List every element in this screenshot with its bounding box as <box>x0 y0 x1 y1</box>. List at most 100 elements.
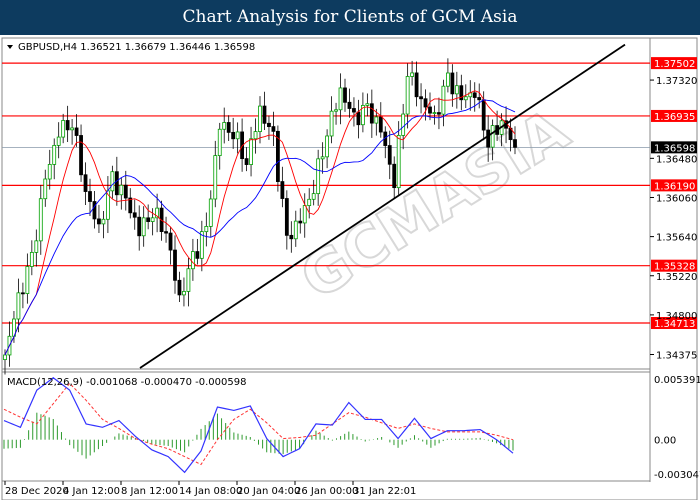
candle-body <box>173 249 177 281</box>
candle-body <box>405 76 410 115</box>
candle-body <box>110 171 115 192</box>
candle-body <box>132 212 137 218</box>
candle-body <box>307 198 312 206</box>
candle-body <box>410 72 415 77</box>
candle-body <box>401 113 406 136</box>
x-tick-label: 28 Dec 2020 <box>5 486 69 497</box>
candle-body <box>414 72 419 98</box>
candle-body <box>463 96 468 101</box>
y-tick-label: 1.35220 <box>656 272 697 283</box>
candle-body <box>293 220 298 240</box>
x-tick-label: 26 Jan 00:00 <box>295 486 358 497</box>
candle-body <box>65 120 70 131</box>
candle-body <box>79 135 83 176</box>
level-label-bg <box>651 109 697 122</box>
trendline <box>139 43 626 369</box>
y-tick-label: 1.35640 <box>656 233 697 244</box>
candle-body <box>182 291 186 296</box>
candle-body <box>437 112 441 115</box>
candle-body <box>347 101 352 109</box>
level-label: 1.36935 <box>654 112 695 123</box>
candle-body <box>25 266 30 294</box>
macd-y-tick-label: 0.005391 <box>654 375 700 386</box>
current-price-bg <box>651 141 697 154</box>
candle-body <box>302 205 307 224</box>
y-tick-label: 1.34375 <box>656 350 697 361</box>
candle-body <box>155 207 160 219</box>
candle-body <box>320 156 325 160</box>
candle-body <box>352 108 356 113</box>
candle-body <box>271 126 276 132</box>
candle-body <box>150 217 155 222</box>
candle-body <box>284 198 289 236</box>
candle-body <box>231 131 236 140</box>
candle-body <box>253 131 258 140</box>
candle-body <box>52 144 57 165</box>
candle-body <box>356 111 361 126</box>
candle-body <box>365 103 370 106</box>
candle-body <box>56 136 61 146</box>
candle-body <box>419 96 423 100</box>
x-tick-label: 8 Jan 12:00 <box>121 486 178 497</box>
candle-body <box>450 72 455 95</box>
candle-body <box>141 217 146 237</box>
candle-body <box>128 197 133 214</box>
candle-body <box>387 145 392 165</box>
candle-body <box>222 122 227 130</box>
candle-body <box>190 251 195 270</box>
candle-body <box>43 178 48 200</box>
candle-body <box>195 251 200 259</box>
macd-y-tick-label: -0.003047 <box>654 470 700 481</box>
macd-main-line <box>3 377 514 474</box>
candle-body <box>34 240 39 253</box>
candle-body <box>114 171 119 196</box>
candle-body <box>486 129 491 148</box>
ma-fast-line <box>4 90 516 356</box>
x-tick-label: 4 Jan 12:00 <box>63 486 120 497</box>
candle-body <box>119 184 124 196</box>
candle-body <box>137 216 142 237</box>
candle-body <box>343 87 347 103</box>
y-tick-label: 1.37320 <box>656 76 697 87</box>
candle-body <box>423 98 428 108</box>
candle-body <box>289 234 294 240</box>
level-label-bg <box>651 57 697 70</box>
y-tick-label: 1.36480 <box>656 154 697 165</box>
y-tick-label: 1.34800 <box>656 311 697 322</box>
candle-body <box>177 279 182 296</box>
candle-body <box>226 122 231 133</box>
level-label: 1.37502 <box>654 59 695 70</box>
candle-body <box>123 184 128 199</box>
candle-body <box>369 103 374 124</box>
candle-body <box>199 231 204 259</box>
candle-body <box>29 252 34 267</box>
candle-body <box>360 105 365 126</box>
level-label-bg <box>651 259 697 272</box>
candle-body <box>338 87 343 111</box>
candle-body <box>481 99 486 131</box>
candle-body <box>217 128 222 156</box>
x-tick-label: 20 Jan 04:00 <box>237 486 300 497</box>
candle-body <box>70 127 75 131</box>
candle-body <box>396 134 401 189</box>
candle-body <box>325 135 330 158</box>
candle-body <box>168 232 173 251</box>
chart-title: Chart Analysis for Clients of GCM Asia <box>0 0 700 35</box>
candle-body <box>213 155 218 200</box>
candle-body <box>38 198 43 242</box>
macd-signal-line <box>3 382 514 466</box>
candle-body <box>258 105 262 133</box>
level-label: 1.35328 <box>654 262 695 273</box>
candle-body <box>298 220 303 224</box>
y-tick-label: 1.36060 <box>656 193 697 204</box>
candle-body <box>378 116 383 133</box>
candle-body <box>146 217 151 222</box>
ma-slow-line <box>4 99 516 356</box>
candle-body <box>47 164 52 180</box>
candle-body <box>92 201 97 220</box>
candle-body <box>392 163 397 189</box>
candle-body <box>244 158 249 165</box>
candle-body <box>490 125 495 148</box>
candle-body <box>374 116 379 124</box>
collapse-triangle-icon[interactable] <box>7 45 13 49</box>
